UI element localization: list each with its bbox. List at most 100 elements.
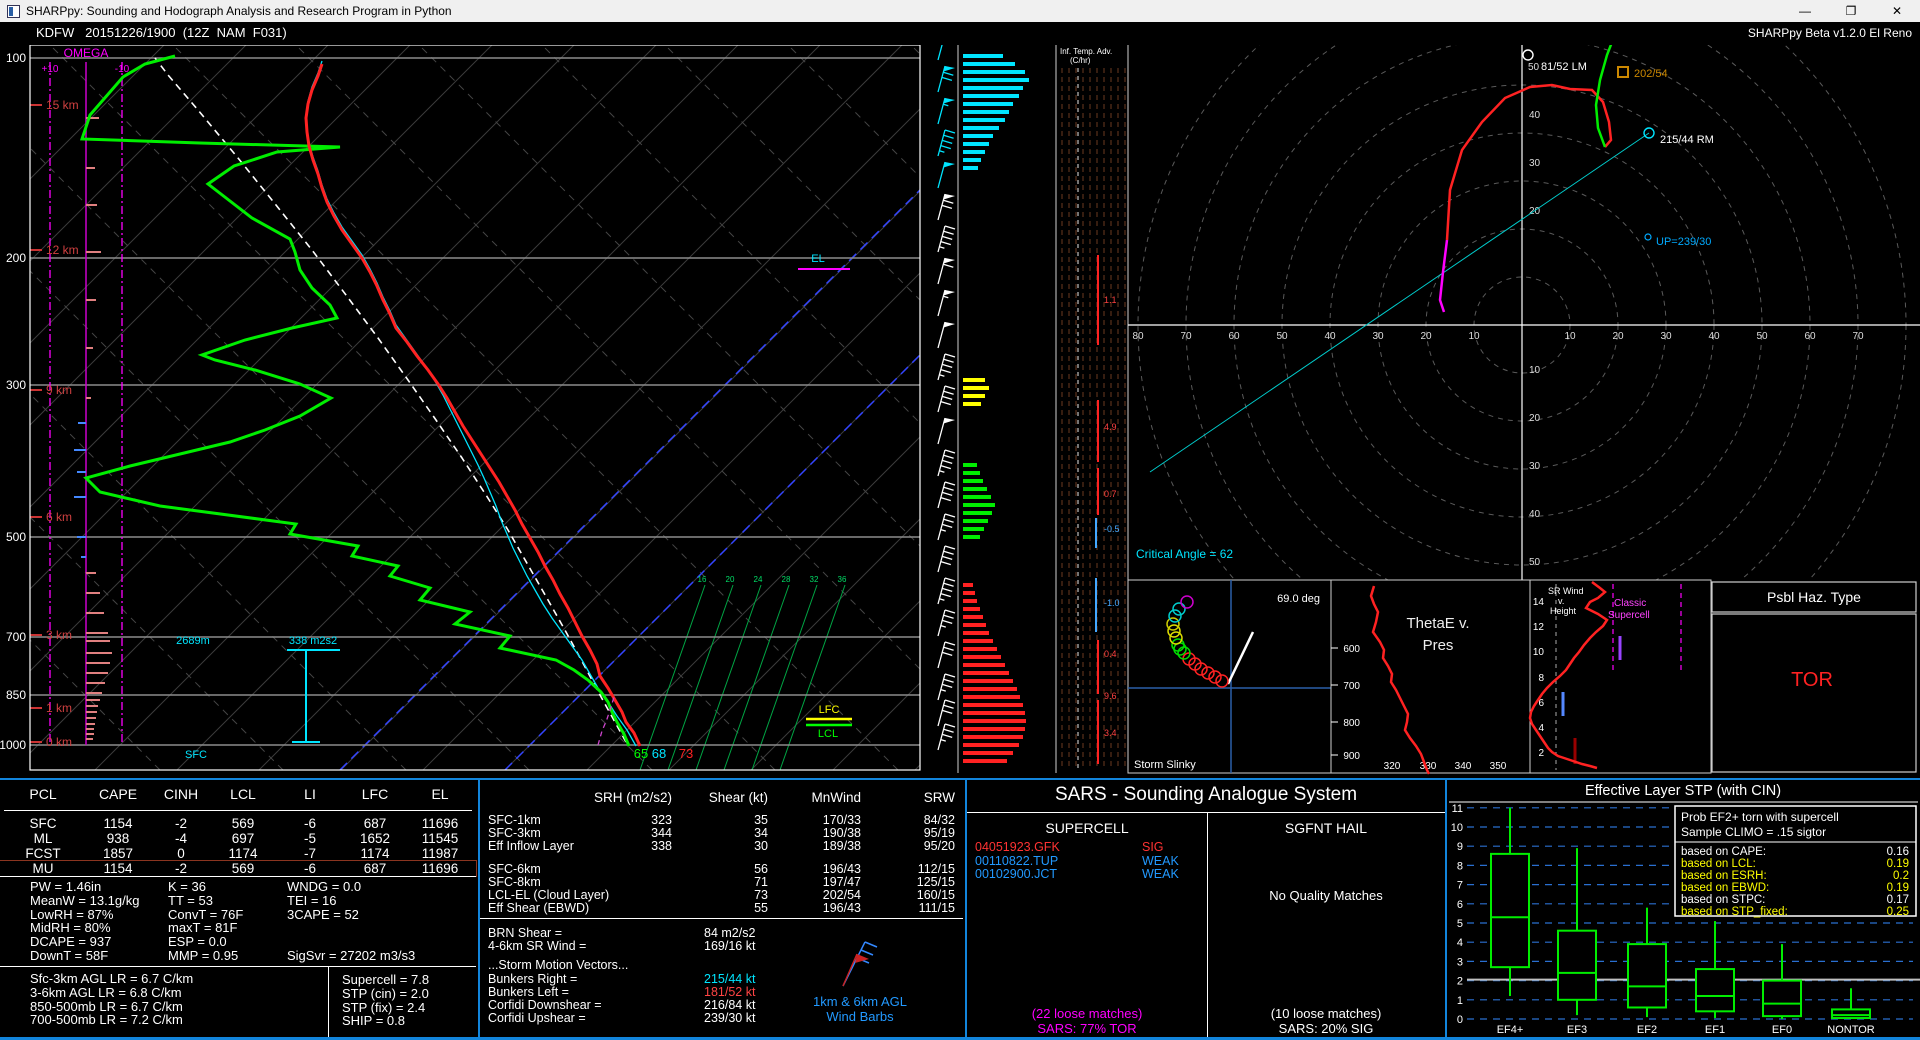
kinematics-row[interactable]: Eff Shear (EBWD)55196/43111/15: [480, 901, 963, 914]
barb-pennant: [944, 162, 956, 168]
kin-value: 95/19: [855, 826, 955, 840]
parcel-cell: 1154: [86, 861, 150, 876]
wind-barb: [938, 162, 955, 188]
barb-full: [942, 460, 952, 463]
title-bar[interactable]: SHARPpy: Sounding and Hodograph Analysis…: [0, 0, 1920, 22]
line-shape: [938, 700, 945, 726]
isotherm-line: [423, 45, 1148, 770]
inflow-depth-label: 2689m: [176, 635, 210, 647]
dry-adiabat-line: [0, 45, 283, 770]
isotherm-line: [177, 45, 902, 770]
barb-full: [941, 370, 951, 373]
hodo-ring-label: 70: [1180, 331, 1192, 342]
parcel-row[interactable]: ML938-4697-5165211545: [0, 831, 476, 846]
stp-category-label: EF0: [1772, 1024, 1792, 1036]
srwind-title2: v.: [1558, 596, 1564, 606]
barb-pennant: [944, 66, 956, 72]
kinematics-row[interactable]: Eff Inflow Layer33830189/3895/20: [480, 839, 963, 852]
barb-full: [945, 386, 955, 389]
parcel-col-header: CAPE: [86, 786, 150, 802]
barb-full: [945, 354, 955, 357]
sars-hail-header: SGFNT HAIL: [1207, 820, 1445, 836]
kinematics-row[interactable]: SFC-8km71197/47125/15: [480, 875, 963, 888]
thetae-temp-label: 350: [1490, 761, 1507, 772]
sars-match-row[interactable]: 04051923.GFKSIG: [967, 840, 1207, 853]
sars-match-row[interactable]: 00110822.TUPWEAK: [967, 854, 1207, 867]
kin-value: 55: [678, 901, 768, 915]
hodo-ring-label: 70: [1852, 331, 1864, 342]
wind-barb-column: [938, 45, 958, 773]
hodo-ring-label: 20: [1420, 331, 1432, 342]
maximize-button[interactable]: ❐: [1828, 0, 1874, 22]
stp-prob-value: 0.17: [1887, 894, 1909, 906]
barb-full: [945, 642, 955, 645]
parcel-col-header: LI: [274, 786, 346, 802]
barb-full: [945, 482, 955, 485]
kin-value: 71: [678, 875, 768, 889]
sars-title-divider: [967, 812, 1445, 813]
composite-index: STP (fix) = 2.4: [342, 1000, 425, 1015]
advection-value: -0.5: [1104, 524, 1120, 534]
wind-barb: [938, 98, 955, 124]
stp-prob-title: Prob EF2+ torn with supercell: [1681, 810, 1839, 824]
storm-vector-value: 239/30 kt: [704, 1011, 755, 1025]
height-km-label: 9 km: [46, 383, 72, 397]
kinematics-row[interactable]: SFC-3km34434190/3895/19: [480, 826, 963, 839]
sars-hail-matches: (10 loose matches): [1207, 1006, 1445, 1021]
advection-value: 0.7: [1104, 489, 1117, 499]
parcel-row[interactable]: SFC1154-2569-668711696: [0, 816, 476, 831]
isotherm-line: [0, 45, 410, 770]
line-shape: [938, 642, 945, 668]
kinematics-row[interactable]: SFC-1km32335170/3384/32: [480, 813, 963, 826]
hodo-ring-label: 20: [1529, 413, 1541, 424]
skewt-traces: [82, 56, 640, 746]
barb-full: [944, 359, 954, 362]
kin-layer-label: SFC-6km: [488, 862, 541, 876]
stp-category-label: EF3: [1567, 1024, 1587, 1036]
kinematics-row[interactable]: LCL-EL (Cloud Layer)73202/54160/15: [480, 888, 963, 901]
stp-y-label: 6: [1457, 899, 1463, 911]
barb-pennant: [944, 258, 956, 264]
parcel-cell: 1174: [346, 846, 404, 861]
hodo-ring-label: 80: [1132, 331, 1144, 342]
sars-title: SARS - Sounding Analogue System: [967, 784, 1445, 806]
barb-full: [945, 724, 955, 727]
parcel-row-mu[interactable]: MU1154-2569-668711696: [0, 861, 476, 876]
close-button[interactable]: ✕: [1874, 0, 1920, 22]
barb-full: [942, 620, 952, 623]
mixing-ratio-line: [696, 585, 761, 770]
isotherm-line: [0, 45, 492, 770]
thetae-title2: Pres: [1423, 637, 1454, 654]
kin-col-header: MnWind: [761, 790, 861, 805]
sars-match-row[interactable]: 00102900.JCTWEAK: [967, 867, 1207, 880]
barb-full: [943, 264, 953, 267]
lcl-label: LCL: [818, 728, 838, 740]
sars-tor-percent: SARS: 77% TOR: [967, 1021, 1207, 1036]
kin-value: 95/20: [855, 839, 955, 853]
barb-half: [939, 151, 944, 153]
wind-speed-bars: [963, 45, 1056, 773]
line-shape: [938, 546, 945, 572]
parcel-cell: MU: [0, 861, 86, 876]
stp-prob-value: 0.19: [1887, 858, 1909, 870]
minimize-button[interactable]: —: [1782, 0, 1828, 22]
barb-pennant: [944, 194, 956, 200]
stp-prob-label: based on STP_fixed:: [1681, 906, 1788, 918]
dry-adiabat-line: [0, 45, 652, 770]
kinematics-row[interactable]: SFC-6km56196/43112/15: [480, 862, 963, 875]
parcel-row[interactable]: FCST185701174-7117411987: [0, 846, 476, 861]
height-km-label: 0 km: [46, 735, 72, 749]
pressure-label: 850: [6, 688, 26, 702]
barb-half: [939, 375, 944, 377]
barb-full: [944, 135, 954, 138]
chart-area[interactable]: 162024283236OMEGA+10-1010020030050070085…: [0, 45, 1920, 778]
mixing-ratio-label: 16: [698, 575, 707, 584]
dry-adiabat-line: [173, 45, 898, 770]
temp-advection-panel: 1.14.90.7-0.5-1.00.49.63.4Inf. Temp. Adv…: [1060, 45, 1128, 773]
hazard-panel: Psbl Haz. TypeTOR: [1712, 582, 1916, 772]
barb-full: [945, 450, 955, 453]
barb-full: [944, 729, 954, 732]
isotherm-line: [0, 45, 246, 770]
barb-full: [943, 72, 953, 75]
pressure-label: 1000: [0, 738, 26, 752]
